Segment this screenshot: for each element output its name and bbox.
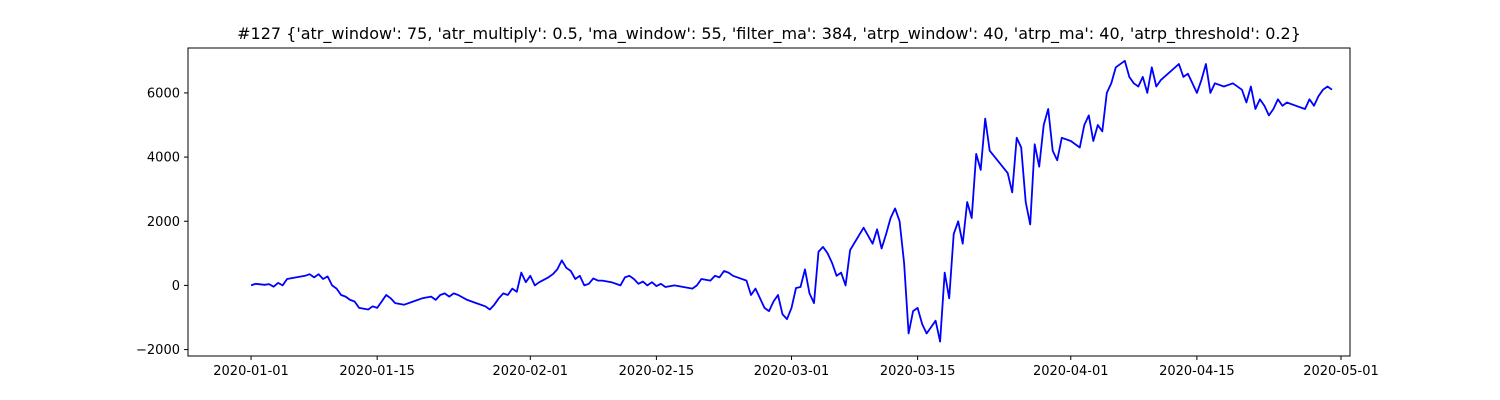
- plot-area-frame: [187, 47, 1351, 357]
- y-tick-label: −2000: [136, 343, 180, 358]
- series-layer: [250, 59, 1333, 343]
- x-tick-label: 2020-04-15: [1159, 364, 1235, 379]
- x-tick-label: 2020-05-01: [1303, 364, 1379, 379]
- x-tick-label: 2020-03-01: [754, 364, 830, 379]
- x-tick-label: 2020-01-15: [339, 364, 415, 379]
- y-tick-label: 6000: [147, 86, 180, 101]
- y-tick-label: 4000: [147, 151, 180, 166]
- series-line: [250, 59, 1333, 343]
- y-tick-label: 2000: [147, 215, 180, 230]
- chart-title: #127 {'atr_window': 75, 'atr_multiply': …: [237, 24, 1301, 44]
- y-tick-label: 0: [172, 279, 180, 294]
- x-tick-label: 2020-03-15: [880, 364, 956, 379]
- y-axis: −2000 0 2000 4000 6000: [136, 86, 188, 358]
- x-tick-label: 2020-01-01: [213, 364, 289, 379]
- x-axis: 2020-01-01 2020-01-15 2020-02-01 2020-02-15…: [213, 356, 1379, 379]
- x-tick-label: 2020-02-01: [493, 364, 569, 379]
- x-tick-label: 2020-02-15: [619, 364, 695, 379]
- x-tick-label: 2020-04-01: [1033, 364, 1109, 379]
